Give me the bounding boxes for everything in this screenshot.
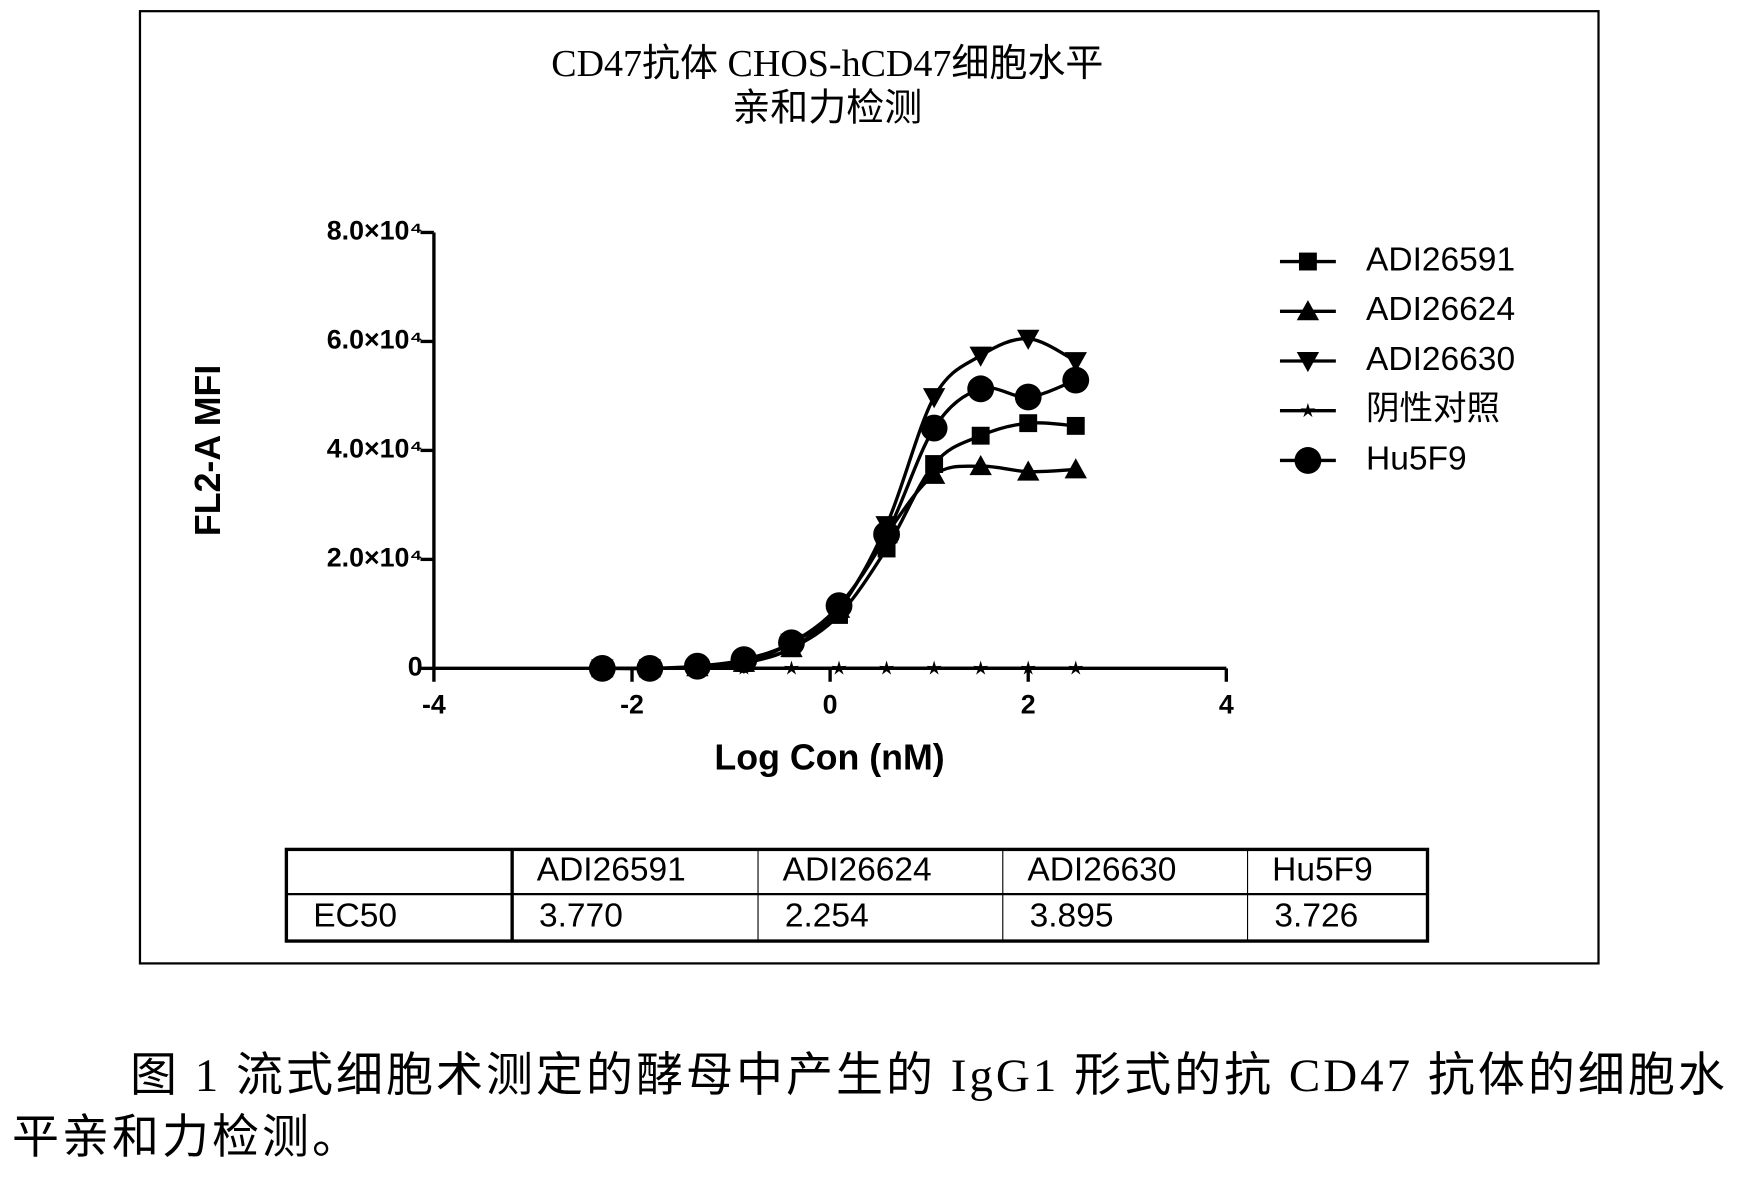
series-line [602,423,1075,669]
y-tick-label: 4.0×10⁴ [327,433,423,463]
series-line [602,380,1075,668]
legend-label: Hu5F9 [1366,440,1467,477]
legend-marker [1295,447,1322,474]
marker [731,646,758,673]
marker [636,655,663,682]
x-tick-label: 4 [1219,689,1234,719]
table-header: ADI26624 [783,852,932,889]
y-tick-label: 6.0×10⁴ [327,325,423,355]
marker [1015,384,1042,411]
marker [826,592,853,619]
marker [589,655,616,682]
ec50-table: ADI26591 ADI26624 ADI26630 Hu5F9 EC50 3.770 2.… [286,849,1427,941]
marker [967,375,994,402]
marker [1019,414,1037,432]
marker [921,415,948,442]
table-header: ADI26630 [1027,852,1176,889]
series-line [602,466,1075,668]
legend-label: ADI26624 [1366,291,1515,328]
x-tick-label: -2 [620,689,644,719]
y-tick-label: 8.0×10⁴ [327,216,423,246]
legend-marker [1299,253,1317,271]
y-tick-label: 2.0×10⁴ [327,542,423,572]
legend-label: ADI26591 [1366,241,1515,278]
marker [778,629,805,656]
figure-caption: 图 1 流式细胞术测定的酵母中产生的 IgG1 形式的抗 CD47 抗体的细胞水… [12,1045,1752,1169]
table-cell: 2.254 [785,897,869,934]
marker [684,653,711,680]
table-header: ADI26591 [537,852,686,889]
marker [972,427,990,445]
x-axis-label: Log Con (nM) [714,737,944,777]
table-cell: 3.726 [1274,897,1358,934]
x-tick-label: -4 [422,689,446,719]
chart-subtitle: 亲和力检测 [732,87,922,129]
marker [969,347,991,367]
chart-title: CD47抗体 CHOS-hCD47细胞水平 [551,43,1103,85]
y-tick-label: 0 [408,651,423,681]
x-tick-label: 2 [1021,689,1036,719]
table-cell: 3.770 [539,897,623,934]
y-axis-label: FL2-A MFI [188,365,228,536]
marker [923,388,945,408]
legend-label: ADI26630 [1366,341,1515,378]
x-tick-label: 0 [823,689,838,719]
table-cell: 3.895 [1030,897,1114,934]
marker [873,521,900,548]
table-cell: EC50 [313,897,397,934]
marker [1062,367,1089,394]
frame [140,11,1599,963]
legend-label: 阴性对照 [1366,391,1500,428]
marker [1067,417,1085,435]
table-header: Hu5F9 [1272,852,1373,889]
